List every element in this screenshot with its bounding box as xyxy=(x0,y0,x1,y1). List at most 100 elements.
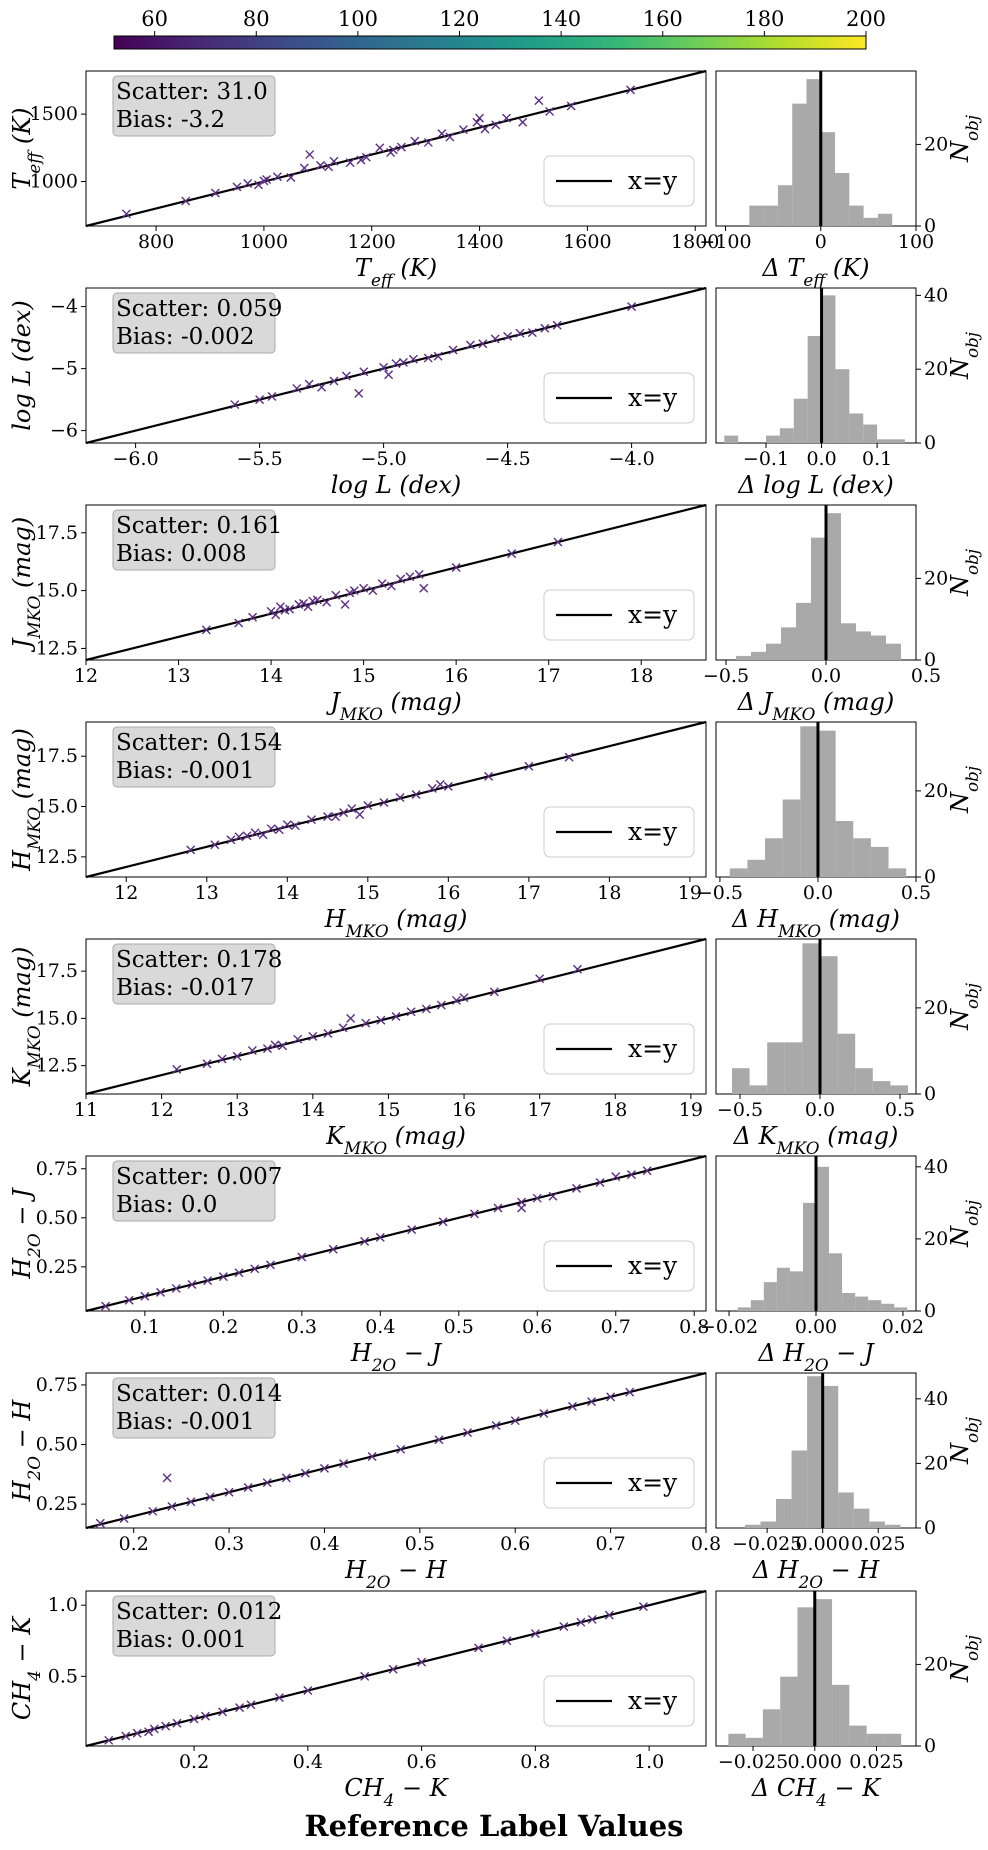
scatter-point xyxy=(274,825,284,835)
panel-logL: −6.0 −5.5 −5.0 −4.5 −4.0 −6 −5 −4 Scatter: 0.059… xyxy=(50,284,982,470)
hist-bar xyxy=(883,1733,902,1746)
scatter-point xyxy=(271,610,281,620)
scatter-point xyxy=(576,1617,586,1627)
hist-y-tick-label: 0 xyxy=(924,1517,936,1539)
hist-bar xyxy=(811,537,826,660)
hist-bar xyxy=(869,1521,885,1528)
scatter-point xyxy=(104,1735,114,1745)
scatter-point xyxy=(375,1232,385,1242)
bias-stat: Bias: -0.002 xyxy=(116,324,254,350)
scatter-point xyxy=(539,1409,549,1419)
scatter-point xyxy=(545,106,555,116)
scatter-point xyxy=(246,1700,256,1710)
scatter-point xyxy=(230,400,240,410)
scatter-stat: Scatter: 0.178 xyxy=(116,947,282,973)
hist-bar xyxy=(832,1684,850,1746)
hist-bar xyxy=(807,1376,823,1528)
scatter-point xyxy=(292,383,302,393)
scatter-point xyxy=(167,1502,177,1512)
hist-bar xyxy=(780,1676,798,1746)
hist-bar xyxy=(736,655,751,660)
scatter-point xyxy=(587,1397,597,1407)
x-axis-label: H2O − H xyxy=(344,1556,448,1592)
x-tick-label: 0.6 xyxy=(406,1751,436,1773)
x-tick-label: 18 xyxy=(629,665,653,687)
scatter-point xyxy=(356,155,366,165)
hist-bar xyxy=(894,1307,908,1311)
scatter-point xyxy=(281,1473,291,1483)
x-axis-label: KMKO (mag) xyxy=(325,1122,466,1158)
legend-box xyxy=(543,806,695,858)
hist-x-tick-label: −0.02 xyxy=(700,1316,758,1338)
scatter-point xyxy=(248,612,258,622)
x-tick-label: 800 xyxy=(138,231,174,253)
x-tick-label: 14 xyxy=(301,1099,325,1121)
hist-bar xyxy=(732,1068,750,1094)
scatter-point xyxy=(232,182,242,192)
x-tick-label: 0.2 xyxy=(119,1533,149,1555)
scatter-point xyxy=(119,1513,129,1523)
x-axis-label: Teff (K) xyxy=(355,254,437,290)
hist-bar xyxy=(881,1303,895,1311)
scatter-point xyxy=(438,1217,448,1227)
x-tick-label: 13 xyxy=(225,1099,249,1121)
scatter-point xyxy=(368,586,378,596)
scatter-point xyxy=(552,320,562,330)
scatter-point xyxy=(323,812,333,822)
scatter-point xyxy=(391,1012,401,1021)
identity-line xyxy=(85,1589,707,1748)
scatter-point xyxy=(408,354,418,364)
scatter-stat: Scatter: 0.014 xyxy=(116,1381,282,1407)
scatter-point xyxy=(503,331,513,341)
hist-bar xyxy=(776,1267,790,1311)
hist-bar xyxy=(792,103,807,226)
hist-x-tick-label: 100 xyxy=(898,231,934,253)
scatter-point xyxy=(406,1007,416,1017)
hist-x-tick-label: 0.000 xyxy=(788,1751,842,1773)
x-tick-label: −4.0 xyxy=(609,448,655,470)
x-tick-label: 0.3 xyxy=(287,1316,317,1338)
hist-x-tick-label: −0.1 xyxy=(743,448,789,470)
scatter-point xyxy=(217,1054,227,1064)
hist-bar xyxy=(841,623,856,660)
colorbar xyxy=(113,35,867,50)
hist-bar xyxy=(863,424,878,443)
hist-bar xyxy=(870,846,889,877)
scatter-point xyxy=(341,371,351,381)
scatter-point xyxy=(465,340,475,350)
scatter-point xyxy=(388,145,398,155)
scatter-point xyxy=(300,1468,310,1478)
x-tick-label: 0.7 xyxy=(601,1316,631,1338)
x-tick-label: 0.4 xyxy=(293,1751,323,1773)
hist-bar xyxy=(855,1296,869,1311)
hist-bar xyxy=(760,1521,776,1528)
scatter-point xyxy=(411,789,421,799)
scatter-point xyxy=(414,569,424,579)
hist-bar xyxy=(855,1068,873,1094)
scatter-point xyxy=(559,1622,569,1632)
hist-bar xyxy=(749,205,764,226)
scatter-point xyxy=(407,1225,417,1235)
identity-line xyxy=(85,1154,707,1313)
scatter-point xyxy=(156,1287,166,1297)
scatter-point xyxy=(312,595,322,605)
hist-x-tick-label: −0.5 xyxy=(703,665,749,687)
scatter-point xyxy=(218,1707,228,1717)
scatter-point xyxy=(243,1482,253,1492)
hist-bar xyxy=(820,132,836,226)
scatter-point xyxy=(606,1392,616,1402)
hist-bar xyxy=(744,1524,761,1528)
hist-x-axis-label: Δ H2O − J xyxy=(757,1339,875,1375)
scatter-point xyxy=(443,781,453,791)
hist-bar xyxy=(729,868,748,877)
scatter-point xyxy=(361,1018,371,1028)
legend-label: x=y xyxy=(628,817,678,846)
y-tick-label: 0.50 xyxy=(36,1207,78,1229)
scatter-point xyxy=(275,602,285,612)
scatter-point xyxy=(626,1170,636,1180)
scatter-point xyxy=(396,1444,406,1454)
scatter-point xyxy=(270,1040,280,1050)
hist-bar xyxy=(728,1733,746,1746)
x-tick-label: 1200 xyxy=(348,231,396,253)
hist-bar xyxy=(872,1081,891,1094)
